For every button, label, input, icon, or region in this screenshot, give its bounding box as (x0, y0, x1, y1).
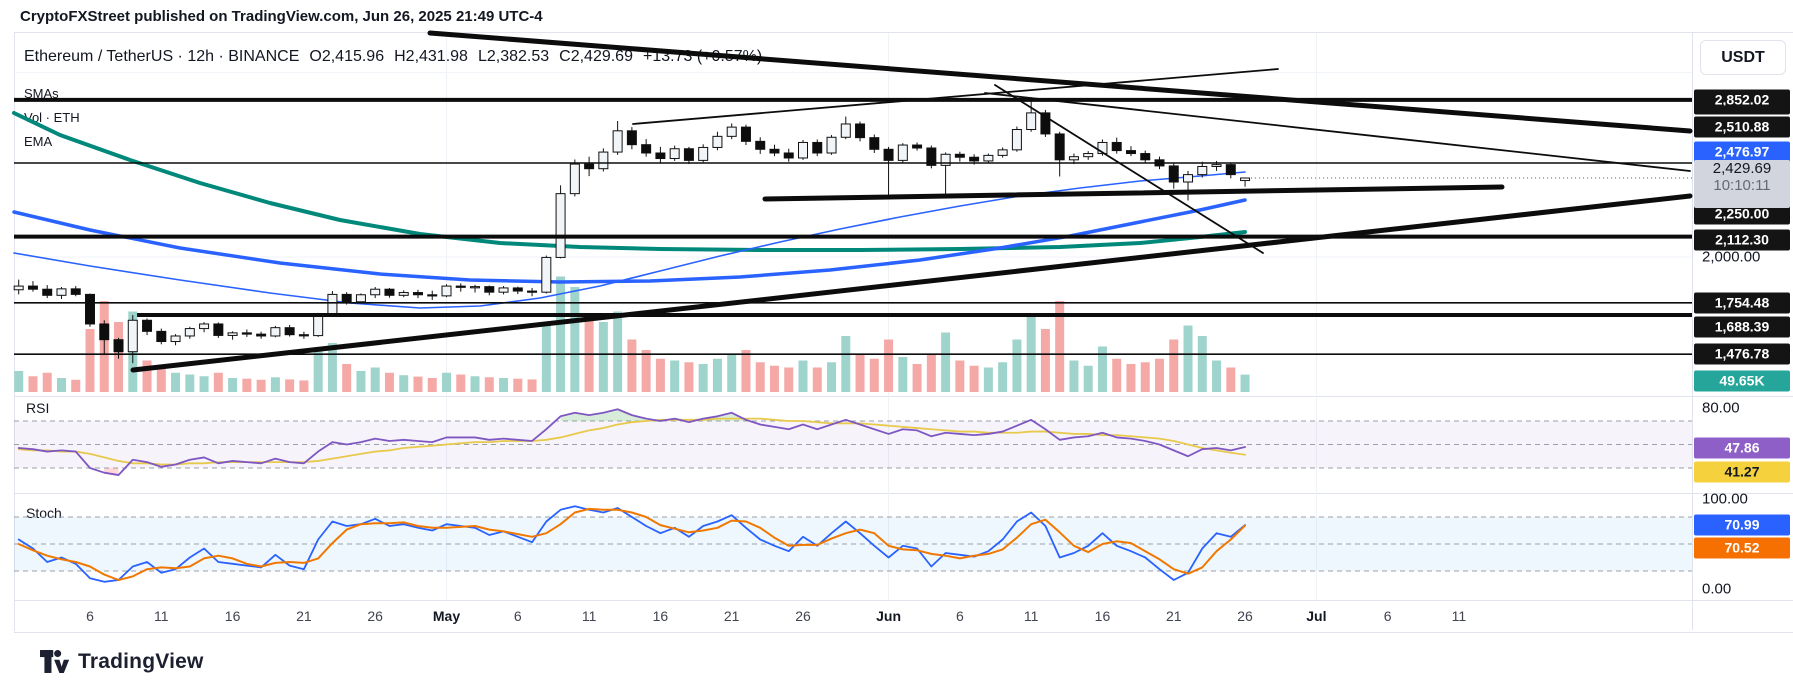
price-level-label: 1,476.78 (1694, 343, 1790, 365)
panel-separator[interactable] (14, 396, 1793, 397)
axis-scale-label: 100.00 (1702, 490, 1748, 508)
price-level-label: 1,754.48 (1694, 292, 1790, 314)
hidden-price-label (1694, 105, 1790, 115)
time-label-day: 16 (224, 608, 241, 624)
price-level-label: 2,852.02 (1694, 89, 1790, 111)
symbol-title[interactable]: Ethereum / TetherUS · 12h · BINANCE (24, 48, 300, 65)
time-label-day: 11 (154, 608, 169, 624)
price-level-label: 2,250.00 (1694, 203, 1790, 225)
time-label-day: 11 (1023, 608, 1039, 624)
ohlc-open: O2,415.96 (309, 48, 385, 65)
price-level-label: 2,510.88 (1694, 116, 1790, 138)
axis-scale-label: 80.00 (1702, 399, 1740, 417)
time-label-day: 6 (1383, 608, 1392, 624)
time-label-day: 11 (1451, 608, 1467, 624)
price-level-label: 2,112.30 (1694, 229, 1790, 251)
time-label-day: 21 (1165, 608, 1182, 624)
time-label-day: 21 (723, 608, 740, 624)
time-label-month: Jun (876, 608, 901, 624)
time-label-day: 26 (795, 608, 811, 624)
price-level-label: 2,476.97 (1694, 141, 1790, 163)
time-label-day: 16 (652, 608, 669, 624)
time-label-day: 6 (513, 608, 522, 624)
current-price-value: 2,429.69 (1712, 160, 1772, 177)
price-level-label: 47.86 (1694, 437, 1790, 459)
tradingview-logo-icon (40, 650, 70, 673)
price-level-label: 49.65K (1694, 370, 1790, 392)
current-price-label: 2,429.69 10:10:11 (1694, 160, 1790, 208)
price-level-label: 70.52 (1694, 537, 1790, 559)
time-label-day: 16 (1094, 608, 1111, 624)
time-label-day: 6 (86, 608, 94, 624)
price-level-label: 41.27 (1694, 461, 1790, 483)
tradingview-logo[interactable]: TradingView (40, 648, 204, 675)
axis-scale-label: 0.00 (1702, 580, 1732, 598)
axis-scale-label: 2,000.00 (1702, 248, 1761, 266)
attribution-text: CryptoFXStreet published on TradingView.… (20, 8, 543, 25)
time-label-day: 26 (1237, 608, 1253, 624)
legend-smas[interactable]: SMAs (24, 86, 59, 101)
time-label-month: May (432, 608, 461, 624)
price-level-label: 1,688.39 (1694, 316, 1790, 338)
bar-countdown: 10:10:11 (1713, 177, 1771, 194)
tradingview-logo-text: TradingView (78, 649, 204, 673)
time-label-day: 21 (296, 608, 312, 624)
currency-toggle-button[interactable]: USDT (1700, 40, 1786, 75)
time-label-month: Jul (1306, 608, 1327, 624)
panel-separator[interactable] (14, 493, 1793, 494)
panel-separator (14, 600, 1793, 601)
bottom-border (14, 632, 1793, 633)
time-label-day: 11 (581, 608, 597, 624)
time-label-day: 26 (367, 608, 383, 624)
time-label-day: 6 (955, 608, 964, 624)
price-level-label: 70.99 (1694, 514, 1790, 536)
price-axis-border[interactable] (1692, 32, 1693, 630)
